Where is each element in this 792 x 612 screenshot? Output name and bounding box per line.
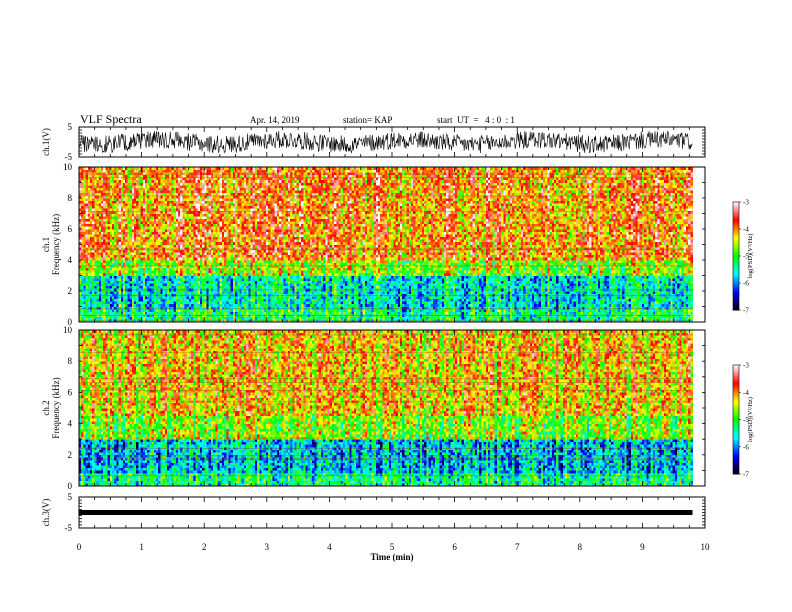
- colorbar-tick-2-4: -7: [743, 471, 749, 479]
- xtick-label-8: 8: [578, 542, 583, 552]
- ytick-label-1-4: 8: [68, 193, 73, 203]
- xtick-label-10: 10: [701, 542, 711, 552]
- colorbar-tick-2-1: -4: [743, 389, 749, 397]
- colorbar-tick-2-3: -6: [743, 443, 749, 451]
- ytick-label-2-1: 2: [68, 450, 73, 460]
- ylabel-0-0: ch.1(V): [41, 128, 51, 156]
- ylabel-2-0: ch.2: [41, 400, 51, 415]
- vlf-spectra-figure: VLF Spectra Apr. 14, 2019 station= KAP s…: [0, 0, 792, 612]
- spectrogram-cells-1: [79, 167, 693, 322]
- ylabel-2-1: Frequency (kHz): [51, 377, 61, 438]
- ytick-label-1-1: 2: [68, 286, 73, 296]
- xtick-label-6: 6: [452, 542, 457, 552]
- colorbar-tick-1-4: -7: [743, 307, 749, 315]
- xtick-label-2: 2: [202, 542, 207, 552]
- xtick-label-7: 7: [515, 542, 520, 552]
- colorbar-tick-2-0: -3: [743, 362, 749, 370]
- xtick-label-5: 5: [390, 542, 395, 552]
- ytick-label-0-0: 5: [68, 122, 73, 132]
- date-label: Apr. 14, 2019: [250, 115, 300, 125]
- ytick-label-1-2: 4: [68, 255, 73, 265]
- colorbar-label-1: log(PSD)(V²/Hz): [747, 234, 754, 279]
- ytick-label-0-1: -5: [65, 152, 73, 162]
- figure-title: VLF Spectra: [80, 112, 142, 126]
- station-label: station= KAP: [343, 115, 392, 125]
- ytick-label-2-3: 6: [68, 387, 73, 397]
- ytick-label-3-1: -5: [65, 523, 73, 533]
- colorbar-tick-1-3: -6: [743, 280, 749, 288]
- ytick-label-2-4: 8: [68, 356, 73, 366]
- xtick-label-1: 1: [139, 542, 144, 552]
- xtick-label-9: 9: [640, 542, 645, 552]
- colorbar-tick-1-1: -4: [743, 226, 749, 234]
- spectrogram-cells-2: [79, 330, 693, 486]
- ytick-label-3-0: 5: [68, 492, 73, 502]
- ytick-label-2-0: 0: [68, 481, 73, 491]
- colorbar-label-2: log(PSD)(V²/Hz): [747, 397, 754, 442]
- colorbar-tick-1-0: -3: [743, 199, 749, 207]
- colorbar-2: [733, 365, 739, 474]
- ytick-label-2-2: 4: [68, 419, 73, 429]
- ylabel-3-0: ch.3(V): [41, 499, 51, 527]
- x-axis-label: Time (min): [370, 552, 413, 562]
- ytick-label-2-5: 10: [63, 325, 73, 335]
- ylabel-1-1: Frequency (kHz): [51, 214, 61, 275]
- waveform-line-0: [79, 131, 692, 153]
- colorbar-1: [733, 202, 739, 310]
- ylabel-1-0: ch.1: [41, 237, 51, 252]
- ytick-label-1-5: 10: [63, 162, 73, 172]
- start-ut-label: start UT = 4 : 0 : 1: [437, 115, 515, 125]
- xtick-label-4: 4: [327, 542, 332, 552]
- xtick-label-3: 3: [265, 542, 270, 552]
- xtick-label-0: 0: [77, 542, 82, 552]
- ytick-label-1-3: 6: [68, 224, 73, 234]
